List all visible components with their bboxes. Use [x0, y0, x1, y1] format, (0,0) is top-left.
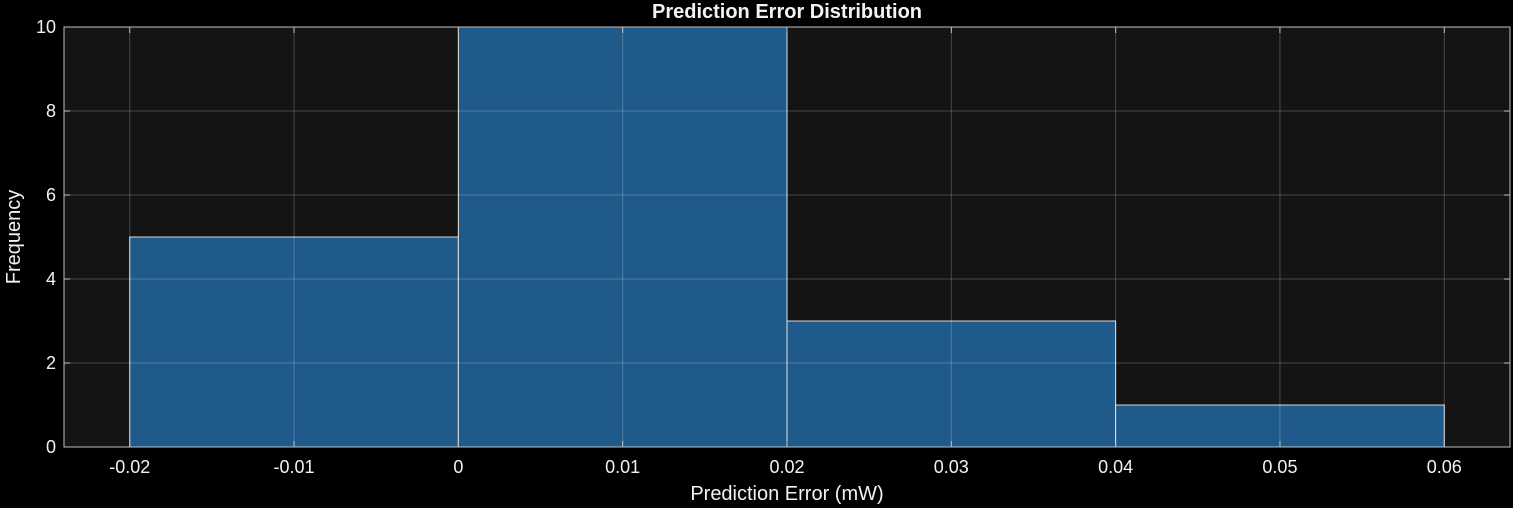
x-tick-label: 0.03 — [934, 457, 969, 477]
x-tick-label: 0.02 — [769, 457, 804, 477]
histogram-bar-2 — [457, 26, 788, 448]
y-tick-label: 10 — [36, 17, 56, 37]
x-tick-label: 0.01 — [605, 457, 640, 477]
x-tick-label: 0.06 — [1427, 457, 1462, 477]
ticks-layer: -0.02 -0.01 0 0.01 0.02 0.03 0.04 0.05 0.06 0 2 4 6 8… — [36, 17, 1510, 477]
x-tick-label: 0 — [453, 457, 463, 477]
y-tick-label: 2 — [46, 353, 56, 373]
y-tick-label: 6 — [46, 185, 56, 205]
y-tick-label: 4 — [46, 269, 56, 289]
bars-layer — [129, 26, 1445, 448]
x-tick-label: -0.02 — [109, 457, 150, 477]
chart-title: Prediction Error Distribution — [652, 1, 922, 23]
histogram-bar-3 — [786, 320, 1117, 448]
histogram-bar-4 — [1115, 404, 1445, 448]
x-axis-label: Prediction Error (mW) — [690, 483, 883, 505]
x-tick-label: 0.04 — [1098, 457, 1133, 477]
y-tick-label: 0 — [46, 437, 56, 457]
x-tick-label: 0.05 — [1262, 457, 1297, 477]
histogram-bar-1 — [129, 236, 459, 448]
y-tick-label: 8 — [46, 101, 56, 121]
y-axis-label: Frequency — [3, 190, 25, 285]
x-tick-label: -0.01 — [274, 457, 315, 477]
